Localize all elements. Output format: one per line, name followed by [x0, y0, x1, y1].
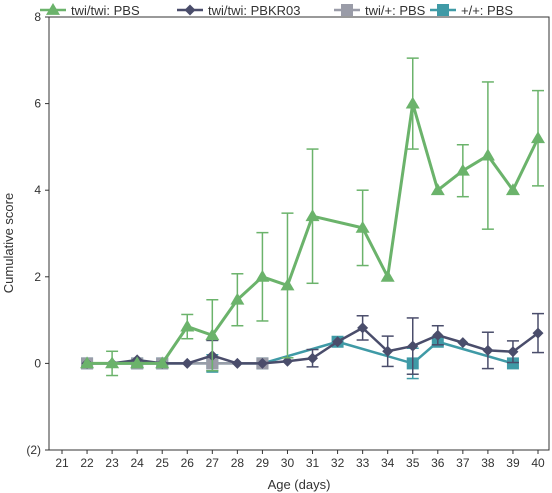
data-point [256, 357, 268, 369]
legend-swatch-marker [437, 4, 449, 16]
data-point [432, 329, 444, 341]
x-tick-label: 39 [506, 456, 520, 470]
data-point [480, 148, 495, 161]
legend: twi/twi: PBS twi/twi: PBKR03 twi/+: PBS +/+… [40, 3, 513, 18]
x-tick-label: 35 [406, 456, 420, 470]
x-tick-label: 23 [105, 456, 119, 470]
data-point [255, 269, 270, 282]
legend-label: twi/+: PBS [365, 3, 426, 18]
x-axis-label: Age (days) [268, 477, 331, 492]
data-point [305, 209, 320, 222]
x-tick-label: 28 [231, 456, 245, 470]
data-point [455, 163, 470, 176]
data-point [280, 278, 295, 291]
plot-frame [48, 16, 550, 451]
x-tick-label: 21 [55, 456, 69, 470]
series-layer [80, 57, 545, 380]
x-tick-label: 32 [331, 456, 345, 470]
x-tick-label: 36 [431, 456, 445, 470]
series-0 [80, 57, 545, 377]
legend-label: twi/twi: PBS [71, 3, 140, 18]
series-3 [81, 335, 519, 380]
series-1 [81, 312, 544, 375]
data-point [532, 327, 544, 339]
legend-item-3: +/+: PBS [430, 3, 513, 18]
x-tick-label: 33 [356, 456, 370, 470]
data-point [405, 96, 420, 109]
data-point [506, 357, 519, 370]
data-point [105, 356, 120, 369]
legend-label: twi/twi: PBKR03 [208, 3, 300, 18]
x-tick-label: 38 [481, 456, 495, 470]
data-point [355, 220, 370, 233]
data-point [230, 292, 245, 305]
x-tick-label: 29 [256, 456, 270, 470]
data-point [505, 183, 520, 196]
x-tick-label: 22 [80, 456, 94, 470]
data-point [80, 356, 95, 369]
data-point [130, 356, 145, 369]
data-point [332, 336, 344, 348]
y-tick-label: 4 [34, 183, 41, 197]
data-point [430, 183, 445, 196]
x-tick-label: 24 [130, 456, 144, 470]
data-point [307, 352, 319, 364]
data-point [531, 131, 545, 144]
x-tick-label: 31 [306, 456, 320, 470]
x-tick-label: 26 [181, 456, 195, 470]
data-point [205, 328, 220, 341]
data-point [181, 357, 193, 369]
legend-item-0: twi/twi: PBS [40, 3, 140, 18]
data-point [380, 269, 395, 282]
y-axis-label: Cumulative score [1, 193, 16, 293]
x-tick-label: 27 [206, 456, 220, 470]
x-tick-label: 37 [456, 456, 470, 470]
x-tick-label: 34 [381, 456, 395, 470]
axes: 8 6 4 2 0 (2) 21 22 23 24 25 26 27 28 29 30 31 32 33 34 35 36… [26, 10, 545, 470]
data-point [155, 356, 170, 369]
y-tick-label: 8 [34, 10, 41, 24]
x-tick-label: 30 [281, 456, 295, 470]
legend-swatch-marker [341, 4, 353, 16]
legend-swatch-marker [46, 3, 60, 15]
x-tick-label: 25 [156, 456, 170, 470]
legend-item-1: twi/twi: PBKR03 [177, 3, 300, 18]
legend-item-2: twi/+: PBS [334, 3, 426, 18]
series-line [87, 102, 540, 365]
y-tick-label: 6 [34, 97, 41, 111]
data-point [457, 337, 469, 349]
y-tick-label: (2) [26, 443, 41, 457]
data-point [231, 357, 243, 369]
x-tick-label: 40 [531, 456, 545, 470]
data-point [382, 345, 394, 357]
y-tick-label: 0 [34, 356, 41, 370]
legend-swatch-marker [184, 4, 196, 16]
data-point [507, 346, 519, 358]
data-point [407, 340, 419, 352]
y-tick-label: 2 [34, 270, 41, 284]
data-point [482, 344, 494, 356]
data-point [180, 319, 195, 332]
data-point [357, 322, 369, 334]
legend-label: +/+: PBS [461, 3, 513, 18]
plot-border [48, 16, 550, 451]
